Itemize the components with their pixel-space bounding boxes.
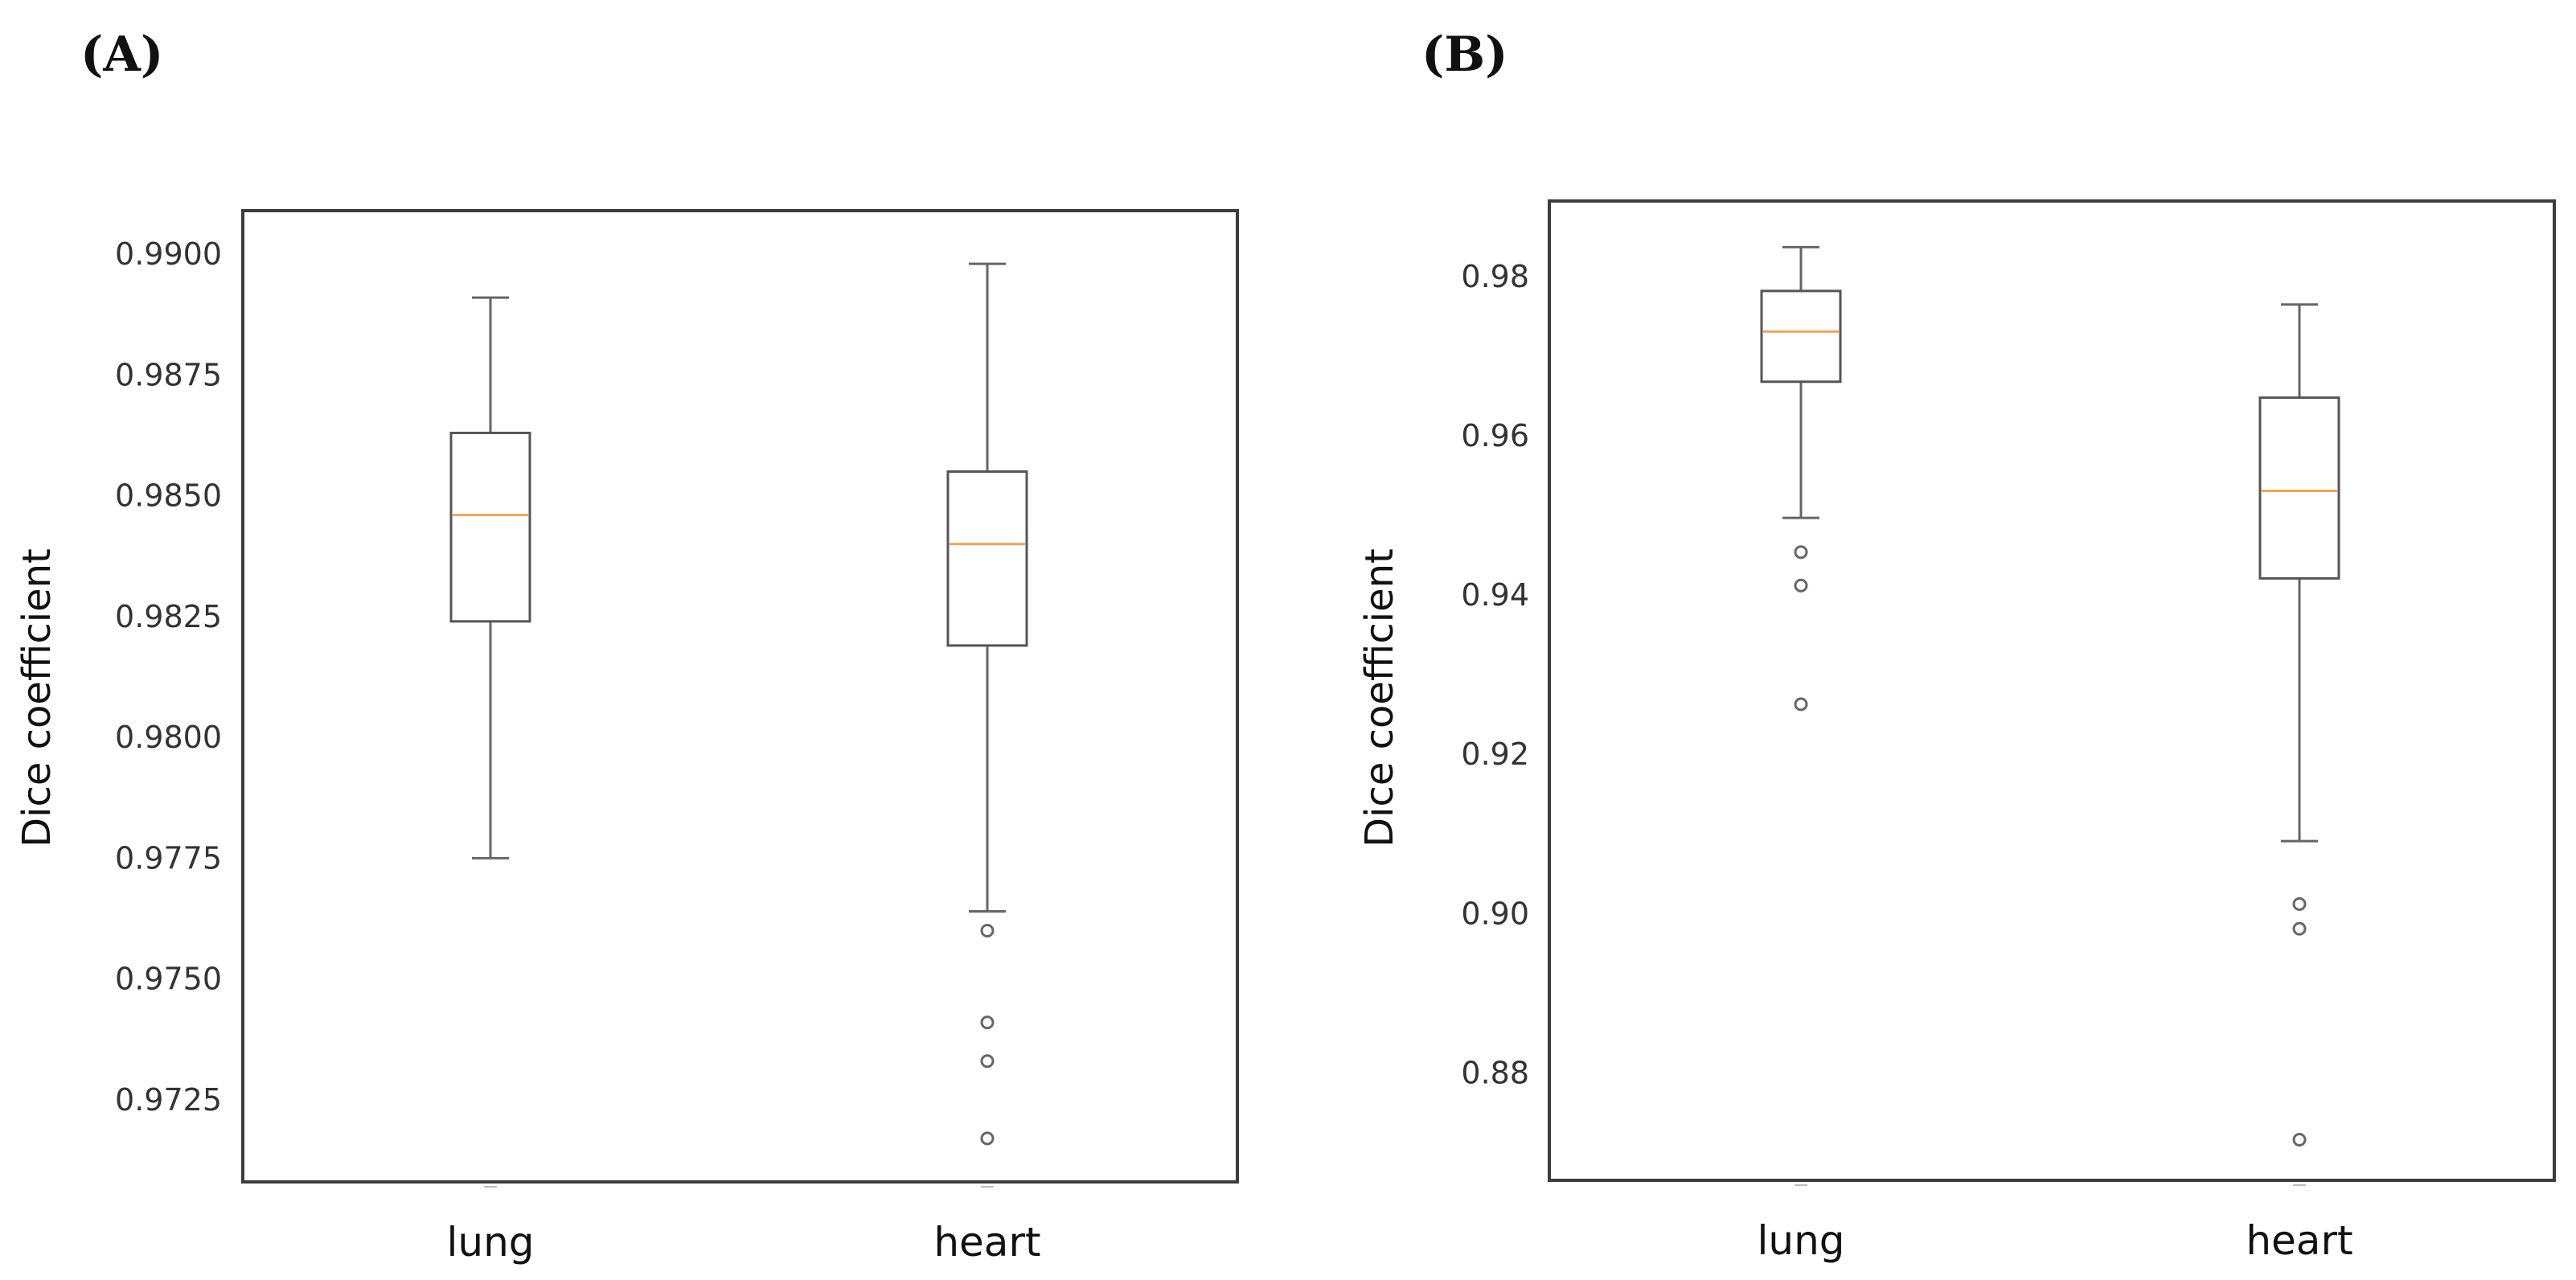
panel-a-categories: lung heart [446, 1186, 1041, 1266]
outlier-point [980, 923, 995, 937]
panel-a-ytick-label: 0.9750 [115, 962, 222, 997]
panel-a-ytick-label: 0.9800 [115, 720, 222, 755]
panel-a-ytick-label: 0.9900 [115, 236, 222, 272]
outlier-point [980, 1054, 995, 1069]
panel-b-ytick-label: 0.90 [1461, 896, 1529, 931]
outlier-point [2292, 1132, 2307, 1147]
panel-a-box-heart [946, 262, 1028, 1146]
outlier-point [2292, 896, 2307, 911]
outlier-point [1794, 697, 1808, 712]
outlier-point [980, 1131, 995, 1146]
panel-b-ytick-label: 0.98 [1461, 259, 1529, 294]
panel-b-ytick-label: 0.94 [1461, 577, 1529, 613]
panel-b-box-lung [1760, 245, 1842, 712]
panel-a-ylabel: Dice coefficient [14, 548, 59, 847]
panel-a: (A) Dice coefficient 0.97250.97500.97750… [14, 27, 1239, 1266]
outlier-point [1794, 545, 1808, 560]
panel-b: (B) Dice coefficient 0.88 0.90 0.92 0.94 0.9… [1357, 27, 2556, 1264]
panel-b-categories: lung heart [1757, 1184, 2353, 1264]
panel-a-ytick-label: 0.9725 [115, 1082, 222, 1118]
panel-a-ytick-label: 0.9775 [115, 840, 222, 876]
panel-b-category-label: lung [1757, 1217, 1844, 1264]
panel-a-ytick-label: 0.9850 [115, 478, 222, 514]
panel-a-plot-frame [241, 209, 1239, 1184]
panel-a-category-label: heart [933, 1219, 1040, 1266]
iqr-box [2258, 396, 2340, 580]
iqr-box [946, 470, 1028, 647]
panel-a-label: (A) [80, 27, 163, 83]
panel-b-ylabel: Dice coefficient [1357, 548, 1402, 847]
panel-b-boxes [1760, 245, 2340, 1147]
panel-b-category-label: heart [2246, 1217, 2352, 1264]
panel-a-yticks: 0.9725 0.9750 0.9775 0.9800 0.9825 0.9850 0.98… [115, 236, 222, 1118]
panel-b-box-heart [2258, 303, 2340, 1147]
panel-b-ytick-label: 0.96 [1461, 418, 1529, 453]
outlier-point [2292, 921, 2307, 936]
outlier-point [1794, 578, 1808, 593]
panel-b-ytick-label: 0.92 [1461, 736, 1529, 772]
panel-a-boxes [449, 262, 1028, 1146]
iqr-box [1760, 289, 1842, 384]
panel-b-plot-frame [1548, 199, 2556, 1182]
panel-a-box-lung [449, 296, 531, 859]
panel-b-label: (B) [1421, 27, 1508, 83]
panel-a-category-label: lung [446, 1219, 534, 1266]
panel-a-ytick-label: 0.9825 [115, 599, 222, 634]
panel-a-ytick-label: 0.9875 [115, 357, 222, 392]
outlier-point [980, 1015, 995, 1030]
panel-b-yticks: 0.88 0.90 0.92 0.94 0.96 0.98 [1461, 259, 1529, 1090]
iqr-box [449, 431, 531, 623]
panel-b-ytick-label: 0.88 [1461, 1055, 1529, 1090]
